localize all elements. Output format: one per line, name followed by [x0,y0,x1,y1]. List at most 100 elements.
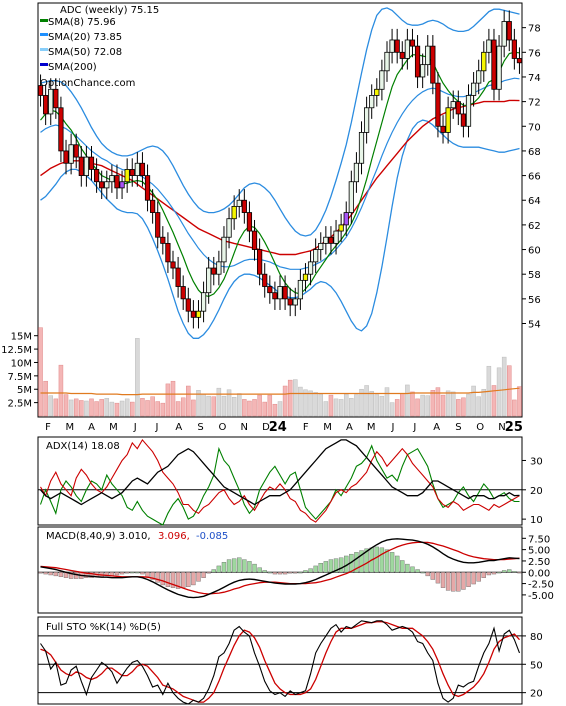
candle-body [282,286,288,300]
sto-label: Full STO %K(14) %D(5) [46,622,161,633]
candle-body [43,95,49,115]
macd-histogram-bar [272,572,278,575]
macd-histogram-bar [476,572,481,582]
month-label: O [218,422,226,433]
volume-bar [236,393,242,417]
candle-body [48,88,54,115]
candle-body [476,70,482,84]
candle-body [277,286,283,300]
candle-body [404,39,410,59]
price-tick-label: 70 [528,122,541,133]
volume-tick-label: 2.5M [7,399,32,410]
volume-bar [124,398,130,417]
macd-tick-label: -2.50 [528,580,554,591]
macd-histogram-bar [84,572,89,578]
macd-histogram-bar [257,567,262,573]
volume-bar [333,398,339,417]
macd-histogram-bar [308,568,313,573]
candle-body [384,51,390,72]
volume-tick-label: 7.5M [7,372,32,383]
volume-tick-label: 10M [11,358,32,369]
candle-body [160,236,166,244]
volume-bar [359,388,364,417]
price-tick-label: 74 [528,73,541,84]
macd-histogram-bar [89,572,94,578]
month-label: J [391,422,395,433]
macd-histogram-bar [410,566,415,573]
candle-body [104,181,110,189]
macd-histogram-bar [186,572,191,587]
volume-bar [425,395,430,417]
volume-bar [384,387,390,417]
candle-body [358,132,365,164]
candle-body [297,279,303,300]
volume-bar [420,394,425,417]
candle-body [409,39,416,47]
labels: 545658606264666870727476782.5M5M7.5M10M1… [1,24,554,700]
macd-histogram-bar [114,572,120,576]
volume-bar [338,399,344,417]
watermark: OptionChance.com [40,78,135,89]
macd-histogram-bar [124,572,130,574]
macd-histogram-bar [379,547,385,573]
volume-bar [140,398,145,417]
macd-histogram-bar [405,563,410,573]
adx-tick-label: 10 [530,515,543,526]
candle-body [440,125,446,133]
macd-histogram-bar [211,569,216,573]
legend-sma20: SMA(20) 73.85 [48,32,122,43]
macd-histogram-bar [150,572,155,580]
data-marks [37,7,523,705]
volume-bar [405,384,410,417]
candle-body [53,88,59,109]
macd-histogram-bar [389,552,395,573]
candle-body [328,236,334,244]
bollinger-upper-line [40,7,520,237]
volume-bar [38,327,43,417]
volume-bar [94,401,99,417]
candle-body [318,242,324,250]
macd-histogram-bar [165,572,171,587]
candle-body [465,95,472,127]
volume-bar [272,403,278,417]
month-label: J [133,422,137,433]
candle-body [501,21,507,47]
macd-histogram-bar [175,572,181,589]
volume-bar [89,398,94,417]
macd-histogram-bar [221,562,227,573]
volume-bar [287,379,293,417]
candle-body [241,199,247,213]
macd-histogram-bar [323,561,329,573]
month-label: F [45,422,51,433]
candle-body [343,212,349,226]
price-tick-label: 72 [528,98,541,109]
candle-body [150,199,156,213]
macd-histogram-bar [384,549,390,573]
month-label: M [323,422,332,433]
macd-histogram-bar [231,558,237,573]
candle-body [37,85,44,96]
volume-bar [79,400,84,417]
volume-tick-label: 5M [17,385,32,396]
price-tick-label: 58 [528,270,541,281]
macd-histogram-bar [191,572,196,586]
volume-bar [150,396,155,417]
price-tick-label: 76 [528,48,541,59]
candle-body [333,230,339,244]
volume-bar [349,398,354,417]
macd-histogram-bar [38,572,43,574]
candle-body [206,267,212,294]
gridlines [34,27,526,694]
legend-sma50: SMA(50) 72.08 [48,47,122,58]
volume-bar [58,364,64,417]
volume-bar [343,393,349,417]
volume-bar [461,397,466,417]
month-label: A [175,422,182,433]
macd-histogram-bar [206,572,211,574]
macd-histogram-bar [226,559,232,573]
volume-bar [99,399,104,417]
macd-histogram-bar [237,557,242,573]
candle-body [460,113,467,127]
